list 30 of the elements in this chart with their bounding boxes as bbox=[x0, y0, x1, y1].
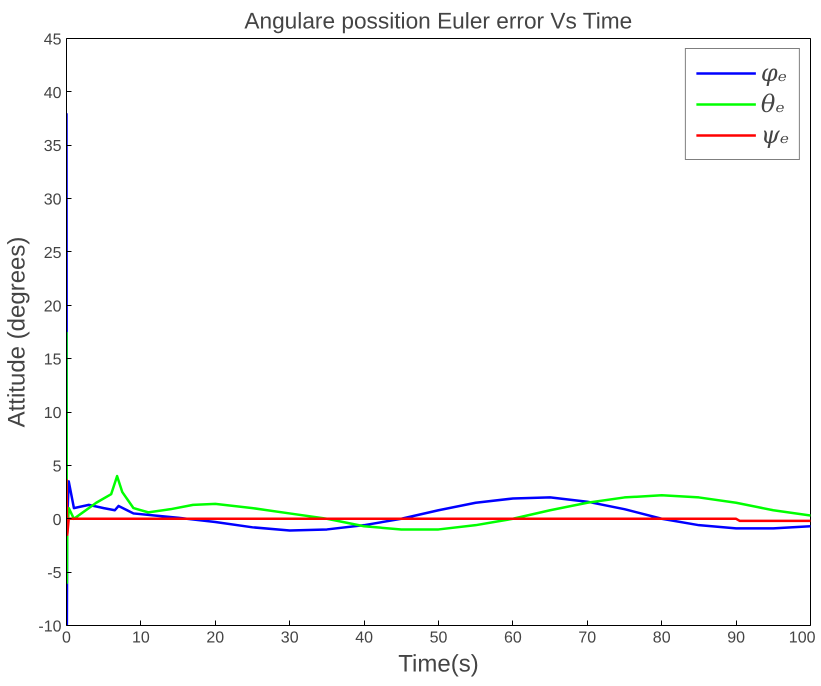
x-tick-label: 100 bbox=[788, 630, 816, 646]
x-axis-title: Time(s) bbox=[398, 650, 479, 678]
y-tick-label: 20 bbox=[44, 298, 62, 316]
y-tick-label: 15 bbox=[44, 352, 62, 369]
x-tick-label: 90 bbox=[727, 630, 746, 646]
legend-label: φₑ bbox=[760, 59, 787, 87]
x-tick-label: 20 bbox=[206, 630, 224, 646]
x-tick-label: 60 bbox=[504, 630, 522, 646]
legend-label: θₑ bbox=[760, 90, 785, 118]
x-tick-label: 40 bbox=[355, 630, 374, 646]
x-tick-label: 30 bbox=[280, 630, 299, 646]
x-tick-label: 50 bbox=[430, 630, 448, 646]
legend-label: ψₑ bbox=[760, 121, 789, 149]
x-tick-label: 70 bbox=[578, 630, 596, 646]
y-tick-label: 40 bbox=[44, 84, 62, 102]
y-tick-label: -10 bbox=[38, 618, 62, 636]
x-tick-label: 10 bbox=[132, 630, 150, 646]
chart-title: Angulare possition Euler error Vs Time bbox=[244, 8, 632, 34]
x-tick-label: 80 bbox=[652, 630, 671, 646]
y-tick-label: 5 bbox=[52, 458, 62, 476]
y-tick-label: 35 bbox=[44, 138, 62, 156]
y-axis-title: Attitude (degrees) bbox=[3, 236, 30, 428]
y-tick-label: 10 bbox=[44, 405, 62, 422]
y-tick-label: 45 bbox=[44, 32, 62, 48]
y-tick-label: 25 bbox=[44, 244, 62, 262]
y-tick-label: 0 bbox=[52, 512, 62, 529]
line-series bbox=[66, 478, 810, 536]
y-tick-label: 30 bbox=[44, 192, 62, 209]
y-tick-label: -5 bbox=[47, 565, 62, 582]
line-series bbox=[66, 330, 810, 584]
